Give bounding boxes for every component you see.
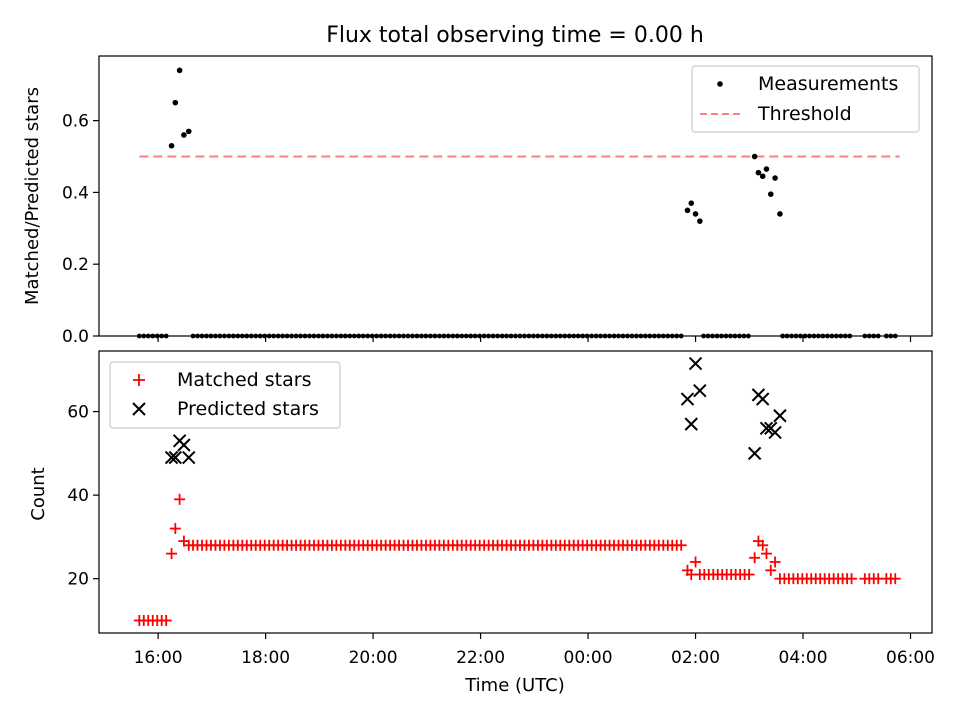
- bottom-y-tick-label: 60: [67, 403, 89, 423]
- matched-star-point: [685, 569, 697, 581]
- matched-star-point: [889, 573, 901, 585]
- matched-star-point: [769, 556, 781, 568]
- predicted-legend-marker: [132, 402, 146, 416]
- predicted-star-point: [747, 446, 762, 461]
- predicted-star-point: [164, 450, 179, 465]
- measurement-point: [772, 175, 778, 181]
- matched-star-point: [757, 539, 769, 551]
- matched-star-point: [174, 493, 186, 505]
- predicted-star-point: [773, 409, 787, 423]
- legend-predicted-label: Predicted stars: [177, 398, 319, 420]
- measurement-point: [688, 200, 695, 206]
- bottom-panel: 20 40 60 16:00 18:00 20:00 22:00 00:00 02:00 04:0…: [28, 350, 935, 696]
- predicted-star-point: [768, 425, 782, 440]
- measurement-point: [751, 153, 758, 160]
- x-tick-label: 04:00: [779, 648, 828, 668]
- measurement-point: [176, 67, 183, 74]
- matched-star-point: [169, 523, 181, 535]
- top-y-tick-label: 0.4: [62, 183, 89, 203]
- bottom-y-tick-label: 20: [67, 570, 89, 590]
- top-y-tick-label: 0.6: [62, 112, 89, 132]
- measurement-point: [185, 128, 192, 135]
- top-legend: Measurements Threshold: [691, 65, 920, 133]
- measurement-point: [777, 211, 783, 217]
- predicted-star-point: [756, 392, 770, 406]
- x-tick-label: 00:00: [564, 648, 613, 668]
- top-y-tick-label: 0.0: [62, 327, 89, 347]
- legend-threshold-label: Threshold: [757, 103, 852, 125]
- bottom-axes-frame: [98, 350, 933, 634]
- x-tick-label: 02:00: [671, 648, 720, 668]
- x-tick-label: 20:00: [349, 648, 398, 668]
- matched-legend-marker: [133, 374, 145, 386]
- top-panel: 0.0 0.2 0.4 0.6 Matched/Predicted stars Mea…: [22, 55, 933, 347]
- measurement-point: [697, 218, 703, 224]
- chart-title: Flux total observing time = 0.00 h: [326, 23, 704, 48]
- measurement-point: [181, 132, 187, 138]
- matched-star-point: [166, 548, 178, 560]
- matched-star-point: [160, 614, 172, 626]
- measurement-point: [767, 191, 774, 198]
- predicted-star-point: [168, 450, 183, 465]
- top-y-axis-label: Matched/Predicted stars: [22, 87, 43, 305]
- measurement-point: [172, 99, 179, 106]
- predicted-star-point: [688, 356, 703, 371]
- matched-star-point: [675, 539, 687, 551]
- x-axis-label: Time (UTC): [464, 675, 565, 696]
- predicted-star-point: [182, 450, 196, 465]
- bottom-y-tick-label: 40: [67, 486, 89, 506]
- bottom-legend: Matched stars Predicted stars: [109, 361, 341, 429]
- matched-star-point: [743, 569, 755, 581]
- top-legend-box: [691, 65, 920, 133]
- predicted-star-point: [680, 392, 695, 406]
- top-y-tick-label: 0.2: [62, 255, 89, 275]
- measurement-point: [759, 173, 766, 180]
- bottom-y-axis-label: Count: [28, 467, 49, 520]
- legend-matched-label: Matched stars: [177, 369, 311, 391]
- bottom-legend-box: [109, 361, 341, 429]
- x-tick-label: 16:00: [134, 648, 183, 668]
- measurement-point: [168, 142, 175, 149]
- x-tick-label: 18:00: [241, 648, 290, 668]
- predicted-star-point: [693, 383, 707, 398]
- predicted-star-point: [759, 421, 774, 435]
- measurements-legend-marker: [717, 81, 723, 87]
- matched-star-point: [749, 552, 761, 564]
- matched-star-point: [846, 573, 858, 585]
- measurement-point: [692, 211, 699, 217]
- x-tick-label: 22:00: [456, 648, 505, 668]
- matched-star-point: [183, 539, 195, 551]
- matched-star-point: [765, 564, 777, 576]
- measurement-point: [684, 207, 691, 214]
- measurement-point: [755, 169, 762, 176]
- x-tick-label: 06:00: [886, 648, 935, 668]
- matched-star-point: [760, 548, 772, 560]
- measurement-point: [763, 166, 770, 172]
- legend-measurements-label: Measurements: [758, 73, 898, 95]
- matched-star-point: [690, 556, 702, 568]
- top-axes-frame: [98, 55, 933, 337]
- predicted-star-point: [177, 438, 191, 452]
- predicted-star-point: [684, 417, 698, 431]
